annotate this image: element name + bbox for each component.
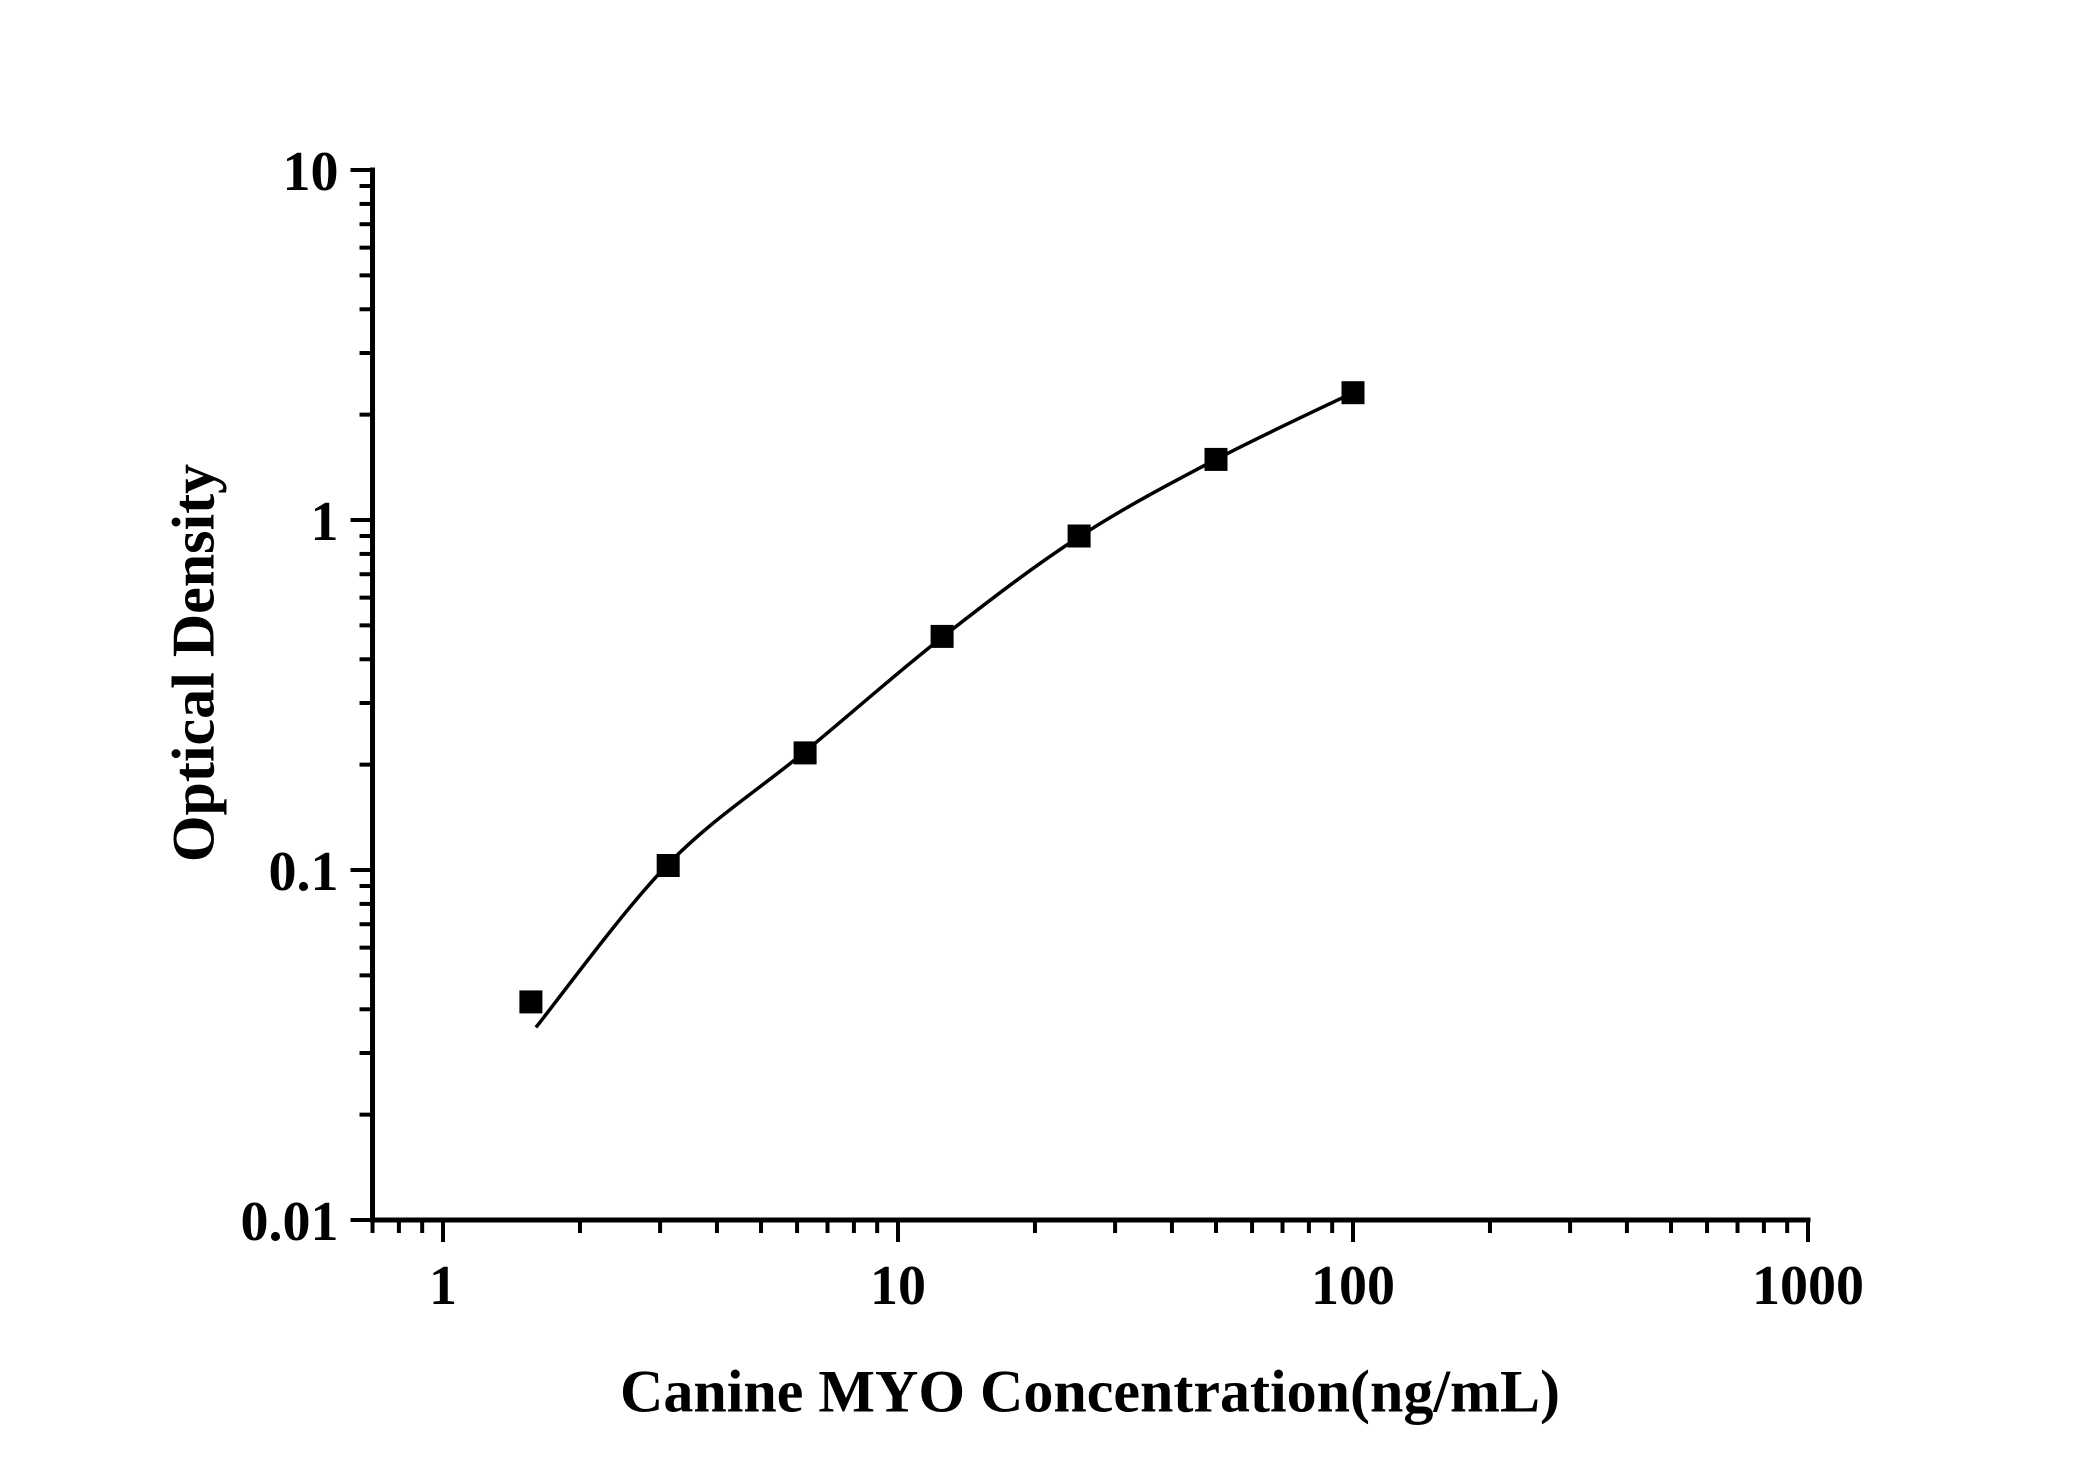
data-point-marker <box>1067 524 1091 548</box>
y-tick-label: 0.1 <box>269 841 339 903</box>
data-point-marker <box>519 990 543 1014</box>
x-tick-label: 1000 <box>1752 1255 1864 1317</box>
data-point-marker <box>656 854 680 877</box>
fit-curve <box>534 391 1354 1029</box>
axes <box>370 167 1811 1223</box>
ticks <box>350 168 1810 1242</box>
data-point-marker <box>793 741 817 765</box>
data-point-marker <box>930 624 954 648</box>
y-tick-label: 10 <box>283 141 339 203</box>
y-axis-title: Optical Density <box>160 463 227 863</box>
data-points <box>519 381 1365 1014</box>
y-tick-label: 1 <box>311 491 339 553</box>
y-tick-label: 0.01 <box>241 1191 339 1253</box>
x-tick-label: 1 <box>429 1255 457 1317</box>
tick-labels: 0.01 0.1 1 10 1 10 100 1000 <box>241 141 1864 1317</box>
data-point-marker <box>1204 447 1228 471</box>
x-axis-title: Canine MYO Concentration(ng/mL) <box>620 1358 1560 1425</box>
data-point-marker <box>1341 381 1365 405</box>
x-tick-label: 10 <box>870 1255 926 1317</box>
x-tick-label: 100 <box>1311 1255 1395 1317</box>
